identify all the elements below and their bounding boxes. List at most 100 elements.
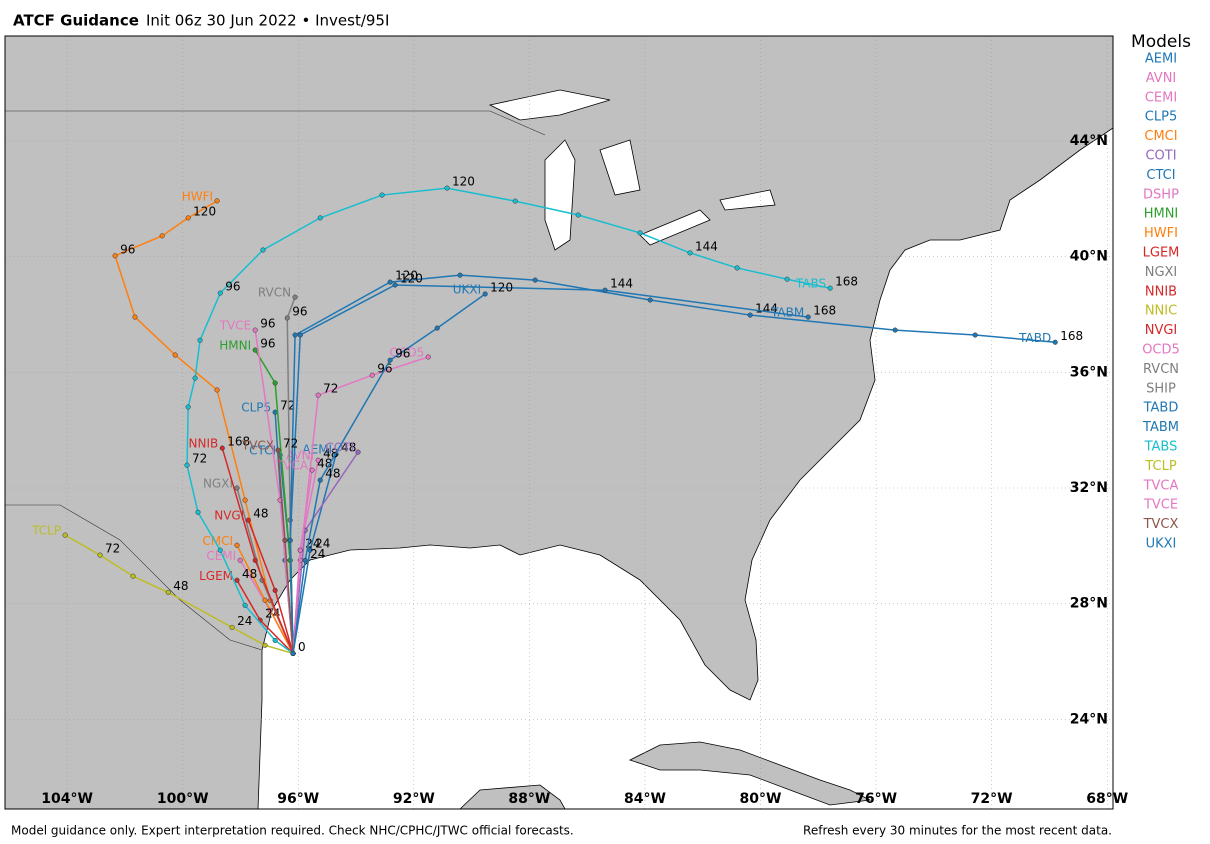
lon-label: 96°W	[277, 791, 319, 807]
forecast-hour: 48	[253, 507, 268, 521]
lake-superior	[488, 89, 611, 121]
lon-label: 92°W	[393, 791, 435, 807]
track-point	[272, 587, 278, 593]
track-point	[315, 457, 321, 463]
track-point	[214, 387, 220, 393]
lon-label: 72°W	[971, 791, 1013, 807]
lat-label: 36°N	[1070, 364, 1108, 380]
track-tag: HWFI	[182, 189, 213, 203]
track-point	[457, 272, 463, 278]
forecast-hour: 168	[835, 275, 858, 289]
track-tag: TABS	[795, 277, 826, 291]
legend-entry: OCD5	[1142, 343, 1180, 358]
track-tag: UKXI	[453, 282, 481, 296]
lat-label: 28°N	[1070, 596, 1108, 612]
forecast-hour: 120	[395, 269, 418, 283]
track-point	[245, 517, 251, 523]
legend-entry: LGEM	[1143, 246, 1180, 261]
forecast-hour: 24	[265, 607, 280, 621]
track-tag: CTCI	[249, 444, 276, 458]
legend-entry: CTCI	[1146, 168, 1175, 183]
track-tag: NVGI	[214, 509, 244, 523]
track-point	[892, 327, 898, 333]
lon-label: 100°W	[157, 791, 209, 807]
legend-entry: COTI	[1145, 149, 1176, 164]
track-point	[262, 642, 268, 648]
track-point	[165, 589, 171, 595]
basemap: 2448AEMI48AVNICEMI72CLP5CMCICOTICTCI96HM…	[5, 36, 1113, 809]
legend-entry: TABS	[1144, 440, 1178, 455]
track-point	[185, 404, 191, 410]
track-tag: HMNI	[219, 339, 251, 353]
forecast-hour: 24	[315, 537, 330, 551]
forecast-hour: 120	[490, 280, 513, 294]
track-tag: RVCN	[258, 286, 291, 300]
forecast-hour: 48	[341, 441, 356, 455]
legend-entry: TABM	[1142, 420, 1179, 435]
legend-entry: AEMI	[1145, 52, 1177, 67]
track-line	[289, 284, 809, 654]
track-point	[252, 327, 258, 333]
track-line	[292, 293, 486, 654]
ocean	[257, 127, 1113, 809]
track-point	[315, 392, 321, 398]
track-tag: CEMI	[206, 549, 236, 563]
track-point	[297, 547, 303, 553]
track-point	[290, 650, 296, 656]
legend-entry: TVCX	[1143, 517, 1179, 532]
track-point	[97, 552, 103, 558]
track-point	[687, 250, 693, 256]
track-point	[512, 198, 518, 204]
track-point	[242, 602, 248, 608]
forecast-hour: 96	[225, 280, 240, 294]
forecast-hour: 168	[227, 435, 250, 449]
track-point	[387, 357, 393, 363]
forecast-hour: 72	[323, 382, 338, 396]
track-tag: TCLP	[31, 524, 61, 538]
track-point	[647, 297, 653, 303]
footer-note: Model guidance only. Expert interpretati…	[11, 824, 574, 838]
lon-label: 104°W	[41, 791, 93, 807]
track-point	[195, 509, 201, 515]
track-point	[185, 215, 191, 221]
track-point	[217, 290, 223, 296]
track-point	[62, 532, 68, 538]
forecast-hour: 120	[400, 271, 423, 285]
lake-michigan	[544, 139, 576, 251]
legend-entry: HWFI	[1144, 226, 1178, 241]
lake-ontario	[719, 189, 776, 211]
track-point	[575, 212, 581, 218]
forecast-hour: 48	[323, 447, 338, 461]
track-point	[252, 557, 258, 563]
border	[5, 110, 546, 136]
forecast-hour: 168	[813, 304, 836, 318]
lon-label: 88°W	[508, 791, 550, 807]
track-point	[637, 230, 643, 236]
forecast-hour: 96	[395, 347, 410, 361]
yucatan	[459, 784, 566, 809]
track-point	[482, 291, 488, 297]
legend-entry: AVNI	[1146, 71, 1177, 86]
track-point	[827, 285, 833, 291]
track-point	[302, 557, 308, 563]
lon-label: 84°W	[624, 791, 666, 807]
track-point	[379, 192, 385, 198]
forecast-hour: 72	[105, 542, 120, 556]
track-point	[234, 542, 240, 548]
track-point	[192, 375, 198, 381]
lat-label: 40°N	[1070, 249, 1108, 265]
track-point	[434, 325, 440, 331]
track-point	[747, 312, 753, 318]
track-point	[217, 547, 223, 553]
forecast-hour: 48	[242, 567, 257, 581]
legend-entry: DSHP	[1143, 187, 1179, 202]
track-point	[172, 352, 178, 358]
track-point	[532, 277, 538, 283]
forecast-hour: 96	[260, 337, 275, 351]
track-point	[214, 198, 220, 204]
lake-erie	[639, 209, 711, 246]
axes: 104°W 100°W 96°W 92°W 88°W 84°W 80°W 76°W 72°W 68…	[41, 133, 1128, 807]
track-point	[275, 447, 281, 453]
title: ATCF Guidance	[13, 12, 139, 30]
